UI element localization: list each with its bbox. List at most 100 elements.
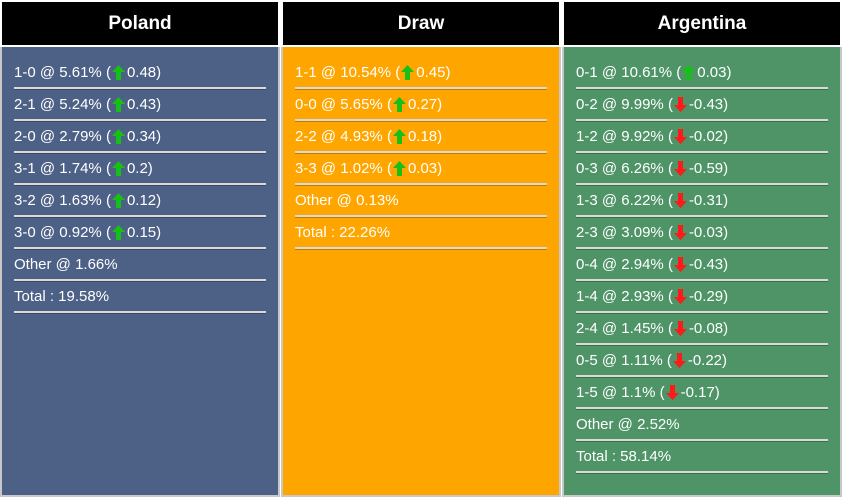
score-list: 1-1 @ 10.54% ( 0.45) 0-0 @ 5.65% ( 0.27) 2… bbox=[283, 47, 559, 249]
score-text: 1-3 @ 6.22% ( bbox=[576, 192, 673, 209]
score-text: 0-3 @ 6.26% ( bbox=[576, 160, 673, 177]
score-row: 1-1 @ 10.54% ( 0.45) bbox=[295, 58, 547, 89]
arrow-down-icon bbox=[673, 321, 687, 336]
score-row: 1-4 @ 2.93% ( -0.29) bbox=[576, 282, 828, 313]
change-text: 0.03) bbox=[697, 64, 732, 81]
score-row: 0-4 @ 2.94% ( -0.43) bbox=[576, 250, 828, 281]
column-header: Draw bbox=[281, 0, 561, 45]
score-row: 3-0 @ 0.92% ( 0.15) bbox=[14, 218, 266, 249]
change-text: -0.29) bbox=[688, 288, 729, 305]
score-list: 0-1 @ 10.61% ( 0.03) 0-2 @ 9.99% ( -0.43)… bbox=[564, 47, 840, 473]
score-row: 1-2 @ 9.92% ( -0.02) bbox=[576, 122, 828, 153]
score-text: 2-2 @ 4.93% ( bbox=[295, 128, 392, 145]
change-text: 0.03) bbox=[407, 160, 443, 177]
score-list: 1-0 @ 5.61% ( 0.48) 2-1 @ 5.24% ( 0.43) 2-… bbox=[2, 47, 278, 313]
change-text: 0.48) bbox=[126, 64, 162, 81]
column-header: Argentina bbox=[562, 0, 842, 45]
change-text: 0.45) bbox=[416, 64, 451, 81]
score-row: 0-3 @ 6.26% ( -0.59) bbox=[576, 154, 828, 185]
arrow-down-icon bbox=[672, 353, 686, 368]
score-text: 0-2 @ 9.99% ( bbox=[576, 96, 673, 113]
score-text: 2-4 @ 1.45% ( bbox=[576, 320, 673, 337]
arrow-up-icon bbox=[111, 161, 125, 176]
arrow-down-icon bbox=[673, 289, 687, 304]
change-text: 0.12) bbox=[126, 192, 162, 209]
score-row: 0-0 @ 5.65% ( 0.27) bbox=[295, 90, 547, 121]
column-body: 1-1 @ 10.54% ( 0.45) 0-0 @ 5.65% ( 0.27) 2… bbox=[281, 47, 561, 497]
score-text: 3-3 @ 1.02% ( bbox=[295, 160, 392, 177]
arrow-up-icon bbox=[392, 129, 406, 144]
score-row: 3-3 @ 1.02% ( 0.03) bbox=[295, 154, 547, 185]
score-row: 3-2 @ 1.63% ( 0.12) bbox=[14, 186, 266, 217]
change-text: -0.43) bbox=[688, 96, 729, 113]
score-row: 1-3 @ 6.22% ( -0.31) bbox=[576, 186, 828, 217]
column-header: Poland bbox=[0, 0, 280, 45]
change-text: -0.17) bbox=[680, 384, 720, 401]
total-row: Total : 58.14% bbox=[576, 442, 828, 473]
arrow-down-icon bbox=[673, 161, 687, 176]
score-row: 1-0 @ 5.61% ( 0.48) bbox=[14, 58, 266, 89]
column-draw: Draw 1-1 @ 10.54% ( 0.45) 0-0 @ 5.65% ( 0… bbox=[281, 0, 561, 497]
change-text: 0.18) bbox=[407, 128, 443, 145]
column-poland: Poland 1-0 @ 5.61% ( 0.48) 2-1 @ 5.24% ( … bbox=[0, 0, 280, 497]
score-text: 1-1 @ 10.54% ( bbox=[295, 64, 401, 81]
arrow-up-icon bbox=[111, 193, 125, 208]
change-text: 0.15) bbox=[126, 224, 162, 241]
change-text: 0.27) bbox=[407, 96, 443, 113]
change-text: -0.03) bbox=[688, 224, 729, 241]
score-text: 1-5 @ 1.1% ( bbox=[576, 384, 665, 401]
arrow-down-icon bbox=[673, 97, 687, 112]
score-text: 1-4 @ 2.93% ( bbox=[576, 288, 673, 305]
score-text: 3-2 @ 1.63% ( bbox=[14, 192, 111, 209]
change-text: -0.08) bbox=[688, 320, 729, 337]
other-row: Other @ 1.66% bbox=[14, 250, 266, 281]
other-row: Other @ 0.13% bbox=[295, 186, 547, 217]
change-text: -0.22) bbox=[687, 352, 728, 369]
arrow-down-icon bbox=[673, 225, 687, 240]
arrow-up-icon bbox=[682, 65, 696, 80]
arrow-down-icon bbox=[673, 257, 687, 272]
arrow-down-icon bbox=[673, 129, 687, 144]
arrow-up-icon bbox=[111, 65, 125, 80]
column-body: 0-1 @ 10.61% ( 0.03) 0-2 @ 9.99% ( -0.43)… bbox=[562, 47, 842, 497]
arrow-down-icon bbox=[673, 193, 687, 208]
score-text: 0-0 @ 5.65% ( bbox=[295, 96, 392, 113]
arrow-up-icon bbox=[111, 129, 125, 144]
change-text: -0.59) bbox=[688, 160, 729, 177]
arrow-up-icon bbox=[111, 225, 125, 240]
score-text: 0-4 @ 2.94% ( bbox=[576, 256, 673, 273]
arrow-up-icon bbox=[392, 161, 406, 176]
score-row: 2-3 @ 3.09% ( -0.03) bbox=[576, 218, 828, 249]
score-text: 3-1 @ 1.74% ( bbox=[14, 160, 111, 177]
score-row: 2-1 @ 5.24% ( 0.43) bbox=[14, 90, 266, 121]
change-text: -0.02) bbox=[688, 128, 729, 145]
change-text: 0.34) bbox=[126, 128, 162, 145]
score-text: 2-1 @ 5.24% ( bbox=[14, 96, 111, 113]
change-text: 0.43) bbox=[126, 96, 162, 113]
score-text: 0-5 @ 1.11% ( bbox=[576, 352, 672, 369]
column-body: 1-0 @ 5.61% ( 0.48) 2-1 @ 5.24% ( 0.43) 2-… bbox=[0, 47, 280, 497]
change-text: -0.31) bbox=[688, 192, 729, 209]
arrow-down-icon bbox=[665, 385, 679, 400]
other-row: Other @ 2.52% bbox=[576, 410, 828, 441]
score-row: 1-5 @ 1.1% ( -0.17) bbox=[576, 378, 828, 409]
change-text: 0.2) bbox=[126, 160, 153, 177]
total-row: Total : 22.26% bbox=[295, 218, 547, 249]
score-row: 2-0 @ 2.79% ( 0.34) bbox=[14, 122, 266, 153]
arrow-up-icon bbox=[401, 65, 415, 80]
score-row: 3-1 @ 1.74% ( 0.2) bbox=[14, 154, 266, 185]
score-row: 0-2 @ 9.99% ( -0.43) bbox=[576, 90, 828, 121]
score-text: 1-0 @ 5.61% ( bbox=[14, 64, 111, 81]
score-row: 0-1 @ 10.61% ( 0.03) bbox=[576, 58, 828, 89]
score-row: 0-5 @ 1.11% ( -0.22) bbox=[576, 346, 828, 377]
score-text: 0-1 @ 10.61% ( bbox=[576, 64, 682, 81]
arrow-up-icon bbox=[392, 97, 406, 112]
score-text: 2-0 @ 2.79% ( bbox=[14, 128, 111, 145]
score-text: 1-2 @ 9.92% ( bbox=[576, 128, 673, 145]
total-row: Total : 19.58% bbox=[14, 282, 266, 313]
column-argentina: Argentina 0-1 @ 10.61% ( 0.03) 0-2 @ 9.99… bbox=[562, 0, 842, 497]
score-row: 2-2 @ 4.93% ( 0.18) bbox=[295, 122, 547, 153]
arrow-up-icon bbox=[111, 97, 125, 112]
score-text: 2-3 @ 3.09% ( bbox=[576, 224, 673, 241]
change-text: -0.43) bbox=[688, 256, 729, 273]
